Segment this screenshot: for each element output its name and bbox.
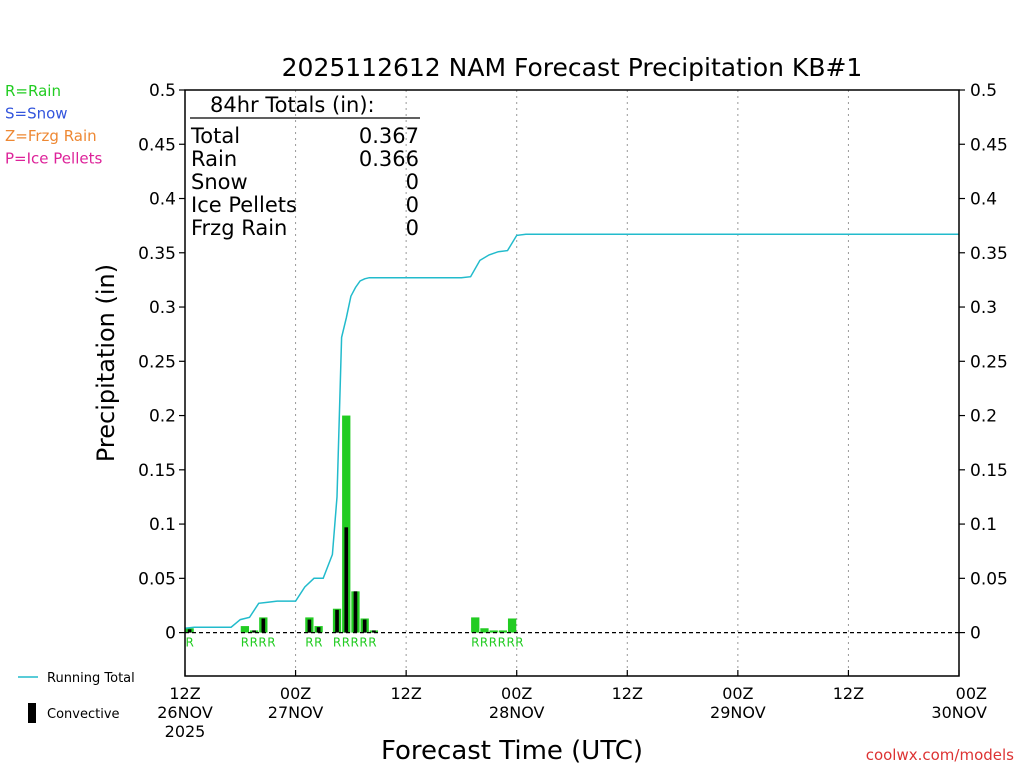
y-tick-label-right: 0.5 (970, 81, 997, 101)
y-tick-label-left: 0 (165, 624, 176, 644)
series-legend: Running Total Convective (18, 671, 135, 723)
y-tick-label-right: 0.25 (970, 352, 1008, 372)
x-tick-label: 29NOV (710, 703, 766, 722)
credit-text: coolwx.com/models (866, 746, 1014, 764)
convective-bar-4 (307, 619, 312, 633)
legend-type-1: S=Snow (5, 105, 68, 123)
convective-bar-10 (372, 630, 376, 633)
totals-row-label: Snow (191, 170, 248, 194)
convective-bar-5 (316, 627, 321, 633)
legend-type-2: Z=Frzg Rain (5, 127, 97, 145)
y-tick-label-right: 0.1 (970, 515, 997, 535)
y-axis-left: 0.5 0.45 0.4 0.35 0.3 0.25 0.2 0.15 0.1 0.05 0 (138, 81, 185, 644)
precip-type-label-4: RRRRRR (471, 636, 524, 650)
running-total-legend-label: Running Total (47, 671, 135, 686)
running-total-layer (184, 233, 959, 630)
y-tick-label-left: 0.3 (149, 298, 176, 318)
y-tick-label-left: 0.4 (149, 190, 176, 210)
bars (185, 415, 517, 633)
totals-box: 84hr Totals (in): Total 0.367 Rain 0.366 Sno… (190, 93, 420, 240)
x-tick-label: 30NOV (931, 703, 987, 722)
x-tick-label: 00Z (722, 684, 753, 703)
precip-bar-11 (471, 617, 480, 633)
y-tick-label-left: 0.15 (138, 461, 176, 481)
x-tick-label: 12Z (612, 684, 643, 703)
legend-type-0: R=Rain (5, 82, 61, 100)
legend-type-3: P=Ice Pellets (5, 150, 102, 168)
plot-frame (184, 89, 960, 677)
totals-row-label: Ice Pellets (191, 193, 297, 217)
y-tick-label-left: 0.45 (138, 135, 176, 155)
convective-bar-0 (187, 629, 192, 633)
running-total-line (184, 233, 959, 630)
y-tick-label-right: 0 (970, 624, 981, 644)
x-axis-title: Forecast Time (UTC) (381, 736, 643, 766)
totals-heading: 84hr Totals (in): (210, 93, 375, 117)
totals-row-label: Frzg Rain (191, 216, 287, 240)
convective-bar-2 (252, 630, 256, 633)
totals-row-value: 0 (406, 216, 419, 240)
totals-row-value: 0.367 (359, 124, 419, 148)
y-tick-label-left: 0.35 (138, 244, 176, 264)
y-axis-title: Precipitation (in) (92, 264, 120, 462)
chart-title: 2025112612 NAM Forecast Precipitation KB… (282, 53, 863, 82)
totals-row-label: Total (190, 124, 240, 148)
y-tick-label-right: 0.3 (970, 298, 997, 318)
y-tick-label-right: 0.15 (970, 461, 1008, 481)
x-tick-label: 2025 (165, 722, 206, 741)
precip-type-labels: R RRRR RR RRRRR RRRRRR (185, 636, 524, 650)
precip-type-legend: R=Rain S=Snow Z=Frzg Rain P=Ice Pellets (5, 82, 102, 168)
convective-bar-7 (344, 527, 349, 633)
x-tick-label: 12Z (169, 684, 200, 703)
y-tick-label-left: 0.1 (149, 515, 176, 535)
x-tick-label: 00Z (501, 684, 532, 703)
y-tick-label-right: 0.45 (970, 135, 1008, 155)
x-tick-label: 26NOV (157, 703, 213, 722)
precip-bar-14 (498, 630, 508, 633)
convective-legend-swatch (28, 703, 36, 723)
x-tick-label: 12Z (390, 684, 421, 703)
convective-bar-6 (335, 609, 339, 633)
y-tick-label-right: 0.05 (970, 569, 1008, 589)
x-tick-label: 27NOV (268, 703, 324, 722)
totals-row-value: 0 (406, 170, 419, 194)
precip-bar-12 (480, 628, 489, 633)
y-tick-label-right: 0.2 (970, 407, 997, 427)
precip-bar-15 (507, 618, 517, 633)
x-tick-label: 12Z (833, 684, 864, 703)
x-tick-label: 00Z (280, 684, 311, 703)
totals-row-value: 0.366 (359, 147, 419, 171)
y-tick-label-left: 0.25 (138, 352, 176, 372)
convective-bar-8 (353, 591, 358, 633)
y-tick-label-right: 0.35 (970, 244, 1008, 264)
y-tick-label-left: 0.05 (138, 569, 176, 589)
convective-bar-9 (362, 619, 367, 633)
precip-bar-13 (489, 630, 498, 633)
x-tick-label: 28NOV (489, 703, 545, 722)
precip-bar-7 (342, 415, 351, 633)
y-tick-label-left: 0.2 (149, 407, 176, 427)
precip-type-label-2: RR (305, 636, 323, 650)
precip-bar-1 (240, 626, 250, 633)
y-axis-right: 0.5 0.45 0.4 0.35 0.3 0.25 0.2 0.15 0.1 0.05 0 (959, 81, 1008, 644)
y-tick-label-left: 0.5 (149, 81, 176, 101)
convective-legend-label: Convective (47, 707, 120, 722)
grid-lines (295, 90, 849, 676)
x-tick-label: 00Z (956, 684, 987, 703)
totals-row-label: Rain (191, 147, 237, 171)
totals-row-value: 0 (406, 193, 419, 217)
convective-bar-3 (261, 618, 266, 633)
totals-rows: Total 0.367 Rain 0.366 Snow 0 Ice Pellets 0 Frzg… (190, 124, 419, 240)
precip-type-label-3: RRRRR (333, 636, 377, 650)
precip-type-label-1: RRRR (241, 636, 276, 650)
precip-type-label-0: R (185, 636, 194, 650)
y-tick-label-right: 0.4 (970, 190, 997, 210)
